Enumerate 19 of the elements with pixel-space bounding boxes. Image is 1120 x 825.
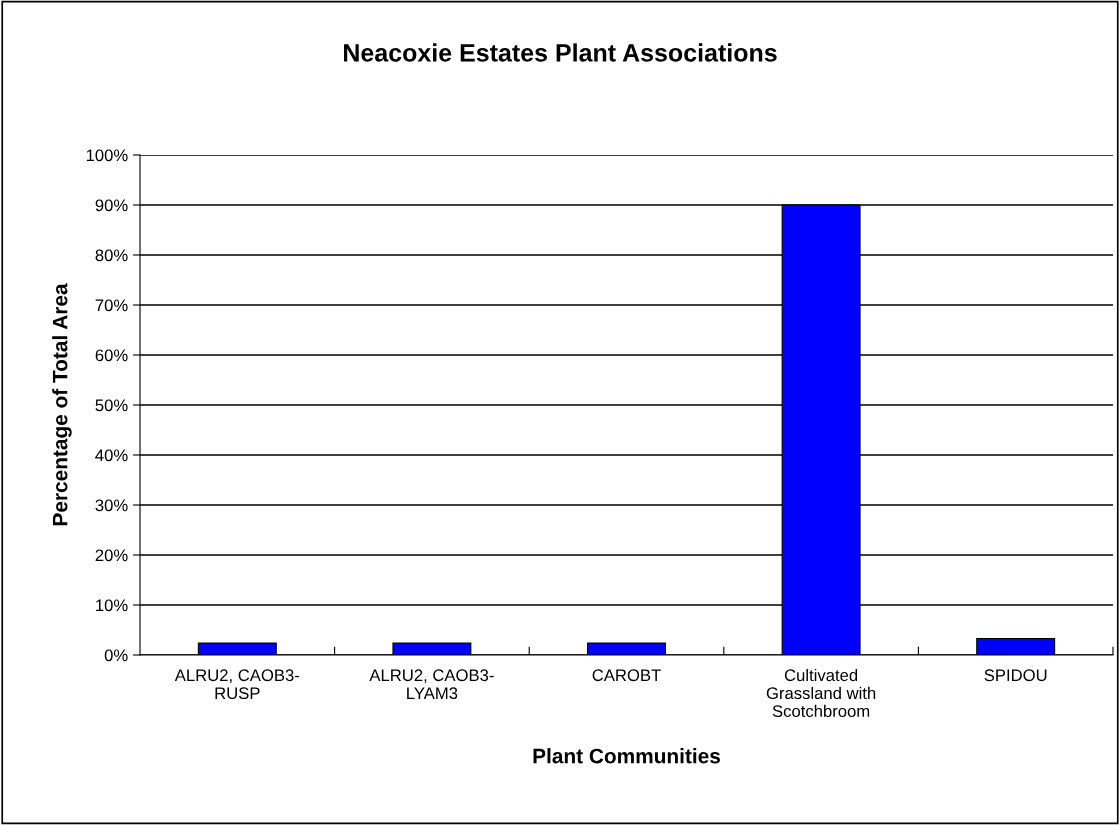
chart-title: Neacoxie Estates Plant Associations (344, 43, 777, 62)
x-tick-label: ALRU2, CAOB3- RUSP (174, 669, 300, 700)
y-tick-label: 40% (95, 449, 128, 462)
x-tick-label: ALRU2, CAOB3- LYAM3 (369, 669, 494, 700)
y-tick-label: 80% (95, 249, 128, 262)
x-tick-label: Cultivated Grassland with Scotchbroom (766, 668, 876, 718)
y-tick-label: 20% (95, 549, 128, 562)
y-tick-label: 60% (95, 349, 128, 362)
y-tick-label: 30% (95, 499, 128, 512)
y-tick-label: 70% (95, 299, 128, 312)
x-tick-label: SPIDOU (984, 669, 1047, 682)
y-tick-label: 100% (86, 149, 128, 162)
y-tick-label: 10% (96, 599, 128, 612)
y-tick-label: 0% (104, 649, 128, 662)
y-tick-label: 50% (95, 399, 128, 412)
x-tick-label: CAROBT (592, 669, 661, 682)
y-tick-label: 90% (95, 199, 128, 212)
y-axis-title: Percentage of Total Area (52, 283, 72, 526)
x-axis-title: Plant Communities (533, 748, 720, 764)
